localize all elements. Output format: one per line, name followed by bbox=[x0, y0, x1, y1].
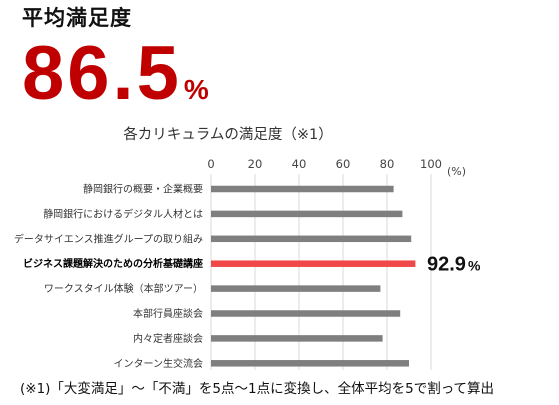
bar bbox=[211, 310, 401, 317]
bar bbox=[211, 235, 412, 243]
category-label: インターン生交流会 bbox=[114, 357, 204, 370]
category-labels: 静岡銀行の概要・企業概要静岡銀行におけるデジタル人材とはデータサイエンス推進グル… bbox=[14, 183, 204, 370]
x-tick-label: 20 bbox=[248, 157, 263, 171]
data-label: 92.9% bbox=[427, 254, 481, 276]
average-satisfaction: 86.5% bbox=[22, 36, 209, 112]
x-tick-label: 100 bbox=[420, 157, 442, 171]
chart-title: 各カリキュラムの満足度（※1） bbox=[123, 126, 332, 143]
x-tick-label: 60 bbox=[336, 157, 351, 171]
category-label: 内々定者座談会 bbox=[133, 332, 203, 345]
x-axis-ticks: 0 20 40 60 80 100 bbox=[207, 157, 442, 171]
average-unit: % bbox=[183, 74, 209, 105]
category-label: 静岡銀行の概要・企業概要 bbox=[83, 183, 203, 196]
footnote: (※1)「大変満足」～「不満」を5点～1点に変換し、全体平均を5で割って算出 bbox=[20, 381, 495, 397]
bar bbox=[211, 185, 394, 193]
bar bbox=[211, 260, 416, 267]
page-title: 平均満足度 bbox=[22, 6, 132, 30]
bar bbox=[211, 285, 381, 292]
data-labels: 92.9%94.3% bbox=[427, 254, 481, 276]
bar bbox=[211, 335, 383, 342]
category-label: 本部行員座談会 bbox=[133, 307, 203, 320]
category-label: ビジネス課題解決のための分析基礎講座 bbox=[23, 257, 203, 270]
category-label: データサイエンス推進グループの取り組み bbox=[14, 232, 203, 245]
chart-bars bbox=[211, 185, 416, 367]
axis-unit-label: (%) bbox=[447, 165, 466, 178]
x-tick-label: 0 bbox=[207, 157, 214, 171]
satisfaction-chart: 各カリキュラムの満足度（※1） 0 20 40 60 80 100 (%) 静岡銀行の概要… bbox=[14, 126, 481, 370]
bar bbox=[211, 210, 403, 218]
category-label: 静岡銀行におけるデジタル人材とは bbox=[43, 207, 203, 220]
x-tick-label: 80 bbox=[380, 157, 395, 171]
x-tick-label: 40 bbox=[292, 157, 307, 171]
bar bbox=[211, 360, 409, 367]
average-value: 86.5 bbox=[22, 31, 182, 116]
category-label: ワークスタイル体験（本部ツアー） bbox=[44, 282, 203, 295]
